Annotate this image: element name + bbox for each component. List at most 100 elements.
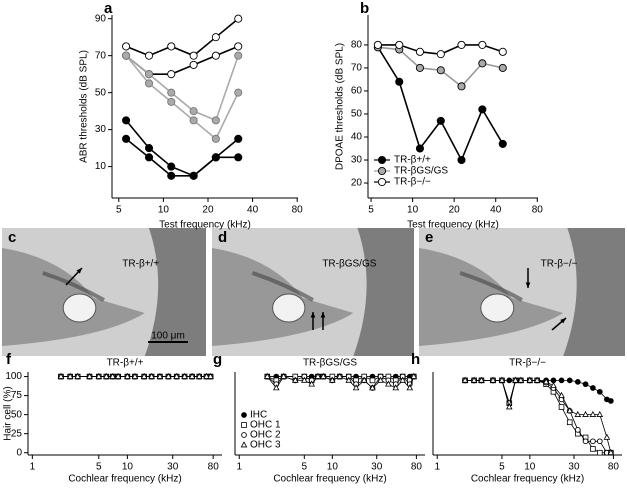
marker: [131, 372, 139, 379]
marker: [167, 97, 176, 106]
legend-marker: [241, 412, 247, 418]
x-tick-label: 1: [30, 462, 36, 473]
marker: [291, 376, 299, 383]
series-line: [125, 55, 239, 122]
panel-letter: c: [8, 229, 16, 246]
organ: [272, 293, 306, 323]
marker: [505, 403, 513, 410]
marker: [211, 33, 220, 42]
marker: [461, 376, 469, 383]
x-tick-label: 20: [449, 205, 461, 216]
marker: [392, 384, 400, 391]
y-tick-label: 70: [95, 50, 107, 61]
marker: [189, 51, 198, 60]
marker: [211, 116, 220, 125]
y-tick-label: 30: [95, 124, 107, 135]
series-line: [465, 379, 611, 454]
y-tick-label: 50: [95, 87, 107, 98]
marker: [124, 372, 131, 379]
x-tick-label: 10: [158, 205, 170, 216]
membrane: [251, 271, 314, 302]
x-tick-label: 5: [302, 462, 308, 473]
x-tick-label: 80: [411, 462, 423, 473]
arrow-head: [560, 318, 566, 324]
marker: [144, 51, 154, 60]
panel-letter: g: [213, 351, 222, 368]
legend-label: TR-β+/+: [394, 155, 431, 166]
marker: [457, 40, 466, 49]
marker: [234, 153, 243, 162]
x-tick-label: 10: [327, 462, 339, 473]
panel-letter: b: [360, 0, 369, 17]
marker: [415, 144, 424, 153]
tissue: [353, 228, 414, 356]
series-line: [125, 55, 239, 141]
marker: [329, 376, 336, 383]
marker: [506, 377, 513, 384]
marker: [590, 446, 596, 452]
marker: [607, 449, 615, 456]
membrane: [42, 271, 105, 302]
marker: [95, 372, 103, 379]
marker: [590, 438, 596, 445]
series-line: [465, 379, 611, 402]
marker: [140, 372, 148, 379]
marker: [122, 116, 131, 125]
arrow-head: [320, 312, 326, 318]
marker: [263, 372, 271, 379]
chart-title: TR-β+/+: [107, 358, 144, 369]
x-tick-label: 20: [202, 205, 214, 216]
marker: [478, 376, 485, 383]
marker: [189, 60, 198, 69]
marker: [478, 40, 487, 49]
marker: [188, 372, 196, 379]
marker: [189, 171, 198, 180]
x-tick-label: 30: [568, 462, 580, 473]
marker: [550, 381, 557, 389]
marker: [207, 372, 214, 379]
organ: [480, 293, 515, 323]
marker: [109, 372, 116, 379]
legend-marker: [241, 422, 247, 428]
marker: [156, 372, 164, 379]
y-tick-label: 50: [351, 109, 363, 120]
x-axis-label: Test frequency (kHz): [159, 220, 251, 231]
y-tick-label: 20: [351, 178, 363, 189]
marker: [144, 153, 154, 162]
x-tick-label: 10: [524, 462, 536, 473]
marker: [203, 372, 210, 379]
marker: [478, 59, 487, 68]
marker: [144, 79, 154, 88]
series-line: [465, 379, 611, 454]
marker: [597, 449, 603, 456]
marker: [596, 410, 604, 417]
arrow-head: [76, 268, 82, 274]
legend-marker: [240, 441, 248, 448]
marker: [165, 372, 172, 379]
marker: [234, 134, 243, 143]
panel-letter: e: [425, 229, 433, 246]
marker: [360, 376, 368, 383]
legend-label: OHC 1: [250, 420, 281, 431]
panel-letter: d: [218, 229, 227, 246]
marker: [498, 139, 507, 148]
chart-title: TR-β−/−: [509, 358, 546, 369]
x-tick-label: 5: [499, 462, 505, 473]
y-tick-label: 40: [351, 132, 363, 143]
marker: [57, 372, 65, 379]
marker: [558, 404, 565, 410]
scale-label: 100 μm: [151, 331, 185, 342]
membrane: [459, 271, 523, 302]
marker: [336, 372, 344, 379]
legend-marker: [377, 166, 387, 176]
marker: [470, 376, 478, 383]
marker: [566, 377, 573, 384]
legend-marker: [241, 432, 247, 438]
marker: [603, 433, 611, 440]
marker: [385, 380, 392, 387]
arrow-head: [525, 282, 531, 288]
marker: [122, 51, 131, 60]
legend-label: IHC: [250, 410, 267, 421]
series-line: [465, 379, 612, 453]
marker: [345, 376, 353, 383]
